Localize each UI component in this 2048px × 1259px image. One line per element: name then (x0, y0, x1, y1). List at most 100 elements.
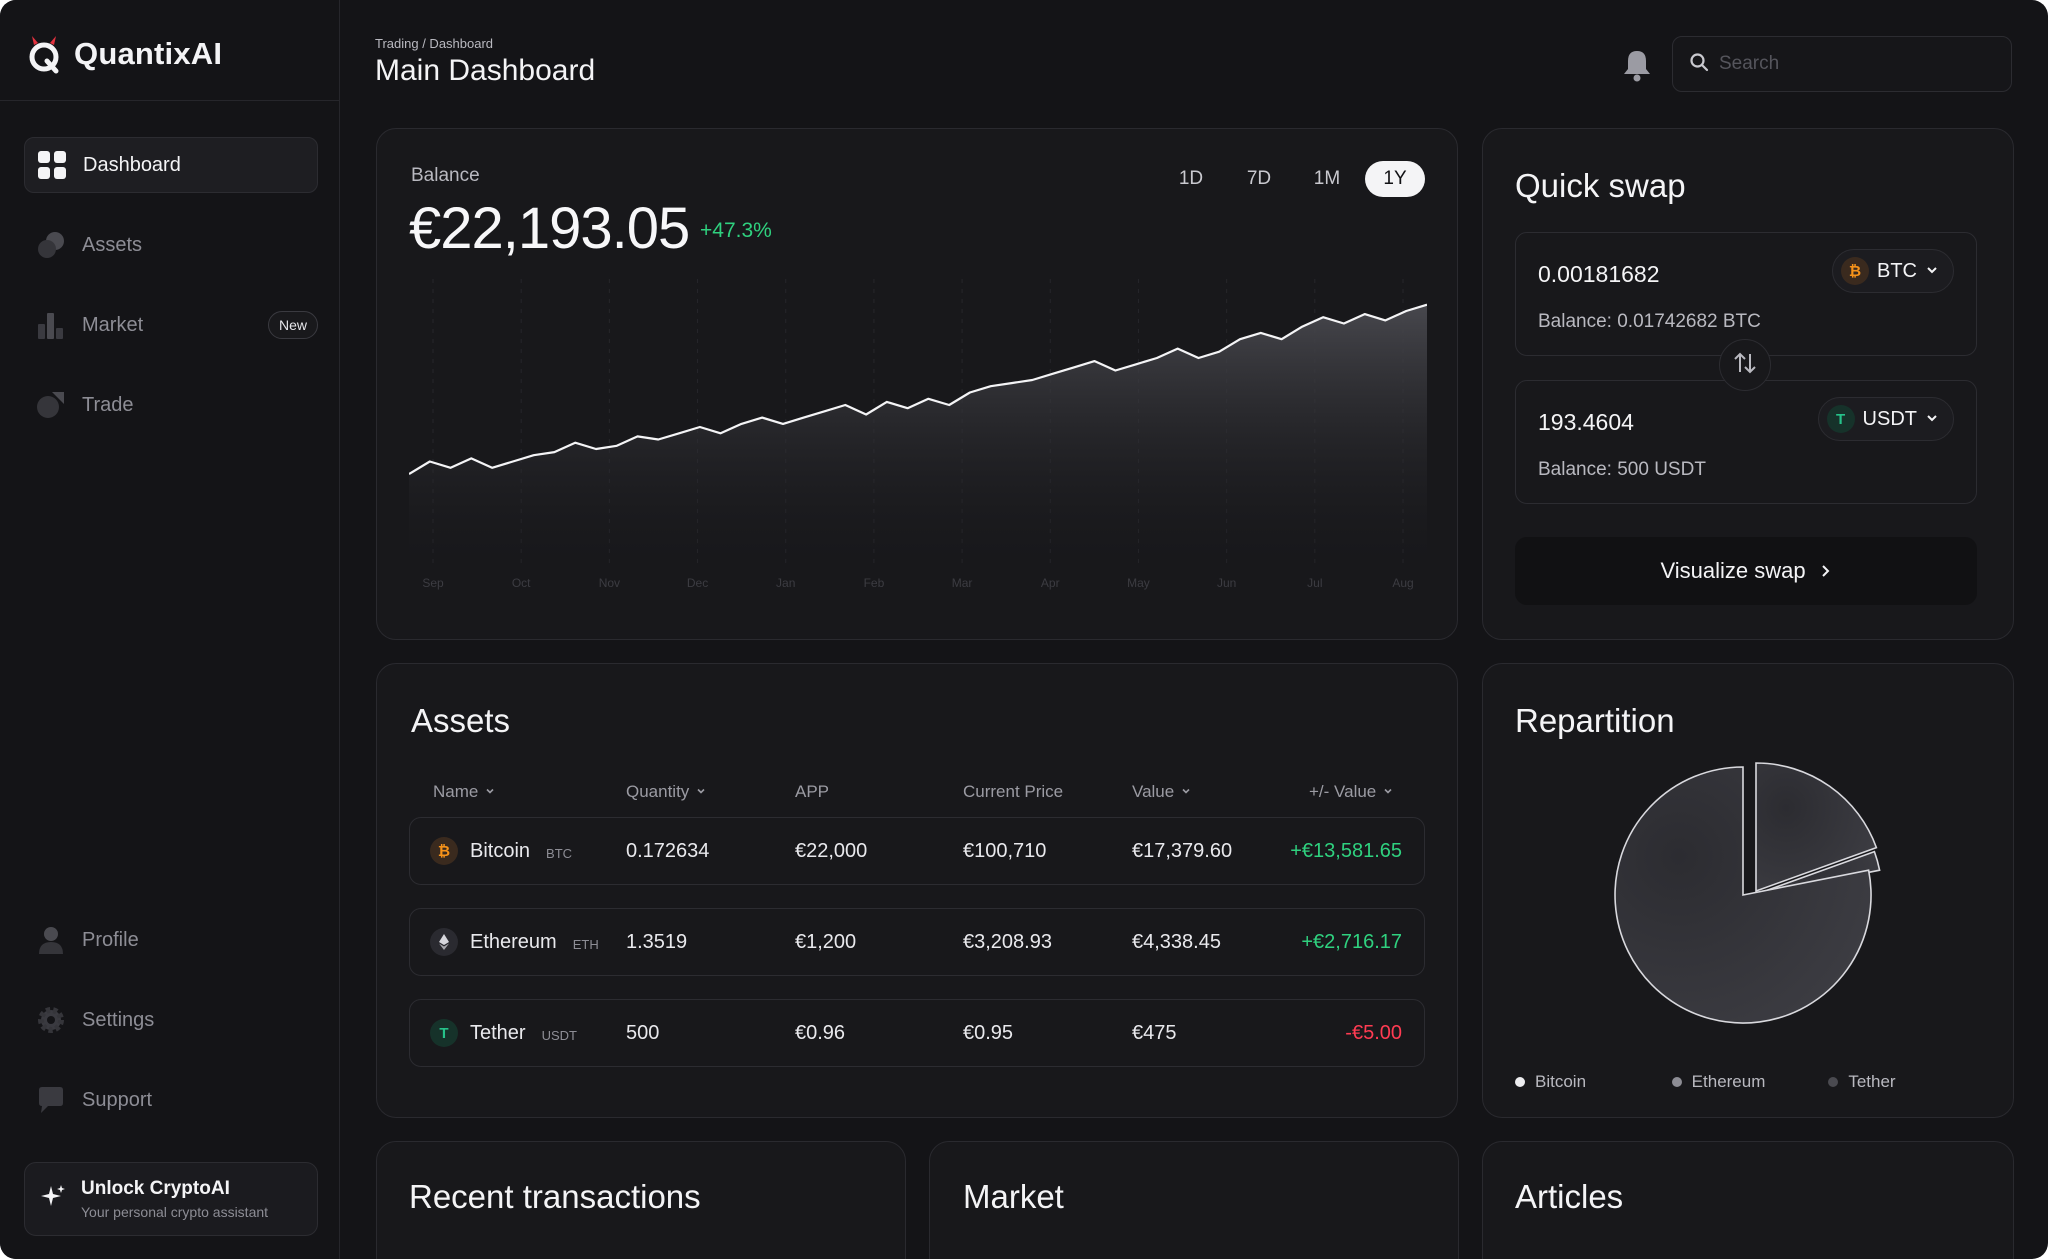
table-row[interactable]: Ethereum ETH 1.3519 €1,200 €3,208.93 €4,… (409, 908, 1425, 976)
column-header-value[interactable]: Value (1132, 782, 1192, 802)
asset-symbol: USDT (541, 1027, 577, 1043)
sidebar-item-label: Dashboard (83, 153, 181, 176)
visualize-swap-label: Visualize swap (1660, 558, 1806, 583)
asset-price: €3,208.93 (963, 930, 1052, 953)
chart-balance-line (409, 303, 1427, 475)
chevron-down-icon (695, 782, 707, 802)
brand[interactable]: QuantixAI (26, 30, 222, 78)
legend-label: Tether (1848, 1072, 1896, 1091)
recent-transactions-title: Recent transactions (409, 1178, 701, 1215)
table-row[interactable]: T Tether USDT 500 €0.96 €0.95 €475 -€5.0… (409, 999, 1425, 1067)
breadcrumb[interactable]: Trading / Dashboard (375, 36, 494, 51)
column-header-current-price: Current Price (963, 782, 1063, 802)
chart-month-label: Jul (1307, 576, 1322, 590)
repartition-card: Repartition Bitcoin Ethereum Tether (1482, 663, 2014, 1118)
quick-swap-card: Quick swap 0.00181682 Balance: 0.0174268… (1482, 128, 2014, 640)
quantix-logo-icon (26, 34, 62, 74)
chart-month-label: Nov (599, 576, 620, 590)
swap-from-amount[interactable]: 0.00181682 (1538, 261, 1660, 287)
repartition-title: Repartition (1515, 702, 1675, 739)
sidebar-item-dashboard[interactable]: Dashboard (24, 137, 318, 193)
assets-card: Assets Name Quantity APP Current Price V… (376, 663, 1458, 1118)
asset-price: €100,710 (963, 839, 1047, 862)
swap-from-balance: Balance: 0.01742682 BTC (1538, 311, 1761, 332)
pie-slice-ethereum[interactable] (1755, 762, 1878, 893)
bitcoin-icon: ₿ (1841, 257, 1869, 285)
asset-name-cell: T Tether USDT (430, 1000, 577, 1066)
sidebar-item-label: Trade (82, 393, 134, 416)
search-bar[interactable] (1672, 36, 2012, 92)
chevron-down-icon (1925, 408, 1939, 431)
sidebar-item-label: Support (82, 1088, 153, 1111)
legend-dot (1828, 1077, 1839, 1087)
sparkle-icon (39, 1183, 67, 1216)
chevron-down-icon (1925, 260, 1939, 283)
tether-icon: T (1826, 405, 1855, 433)
asset-delta: +€13,581.65 (1290, 839, 1402, 862)
bell-icon[interactable] (1622, 48, 1652, 82)
swap-to-box: 193.4604 Balance: 500 USDT T USDT (1515, 380, 1977, 504)
table-row[interactable]: ₿ Bitcoin BTC 0.172634 €22,000 €100,710 … (409, 817, 1425, 885)
trade-icon (36, 390, 66, 420)
chart-month-label: Dec (687, 576, 708, 590)
tether-icon: T (430, 1019, 458, 1047)
from-token-select[interactable]: ₿ BTC (1832, 249, 1954, 293)
sidebar-item-market[interactable]: Market New (24, 297, 318, 353)
chart-month-label: Mar (952, 576, 973, 590)
articles-title: Articles (1515, 1178, 1624, 1215)
asset-name: Tether (470, 1021, 526, 1044)
asset-value: €4,338.45 (1132, 930, 1221, 953)
asset-app: €0.96 (795, 1021, 846, 1044)
column-label: APP (795, 782, 830, 801)
column-header-delta-value[interactable]: +/- Value (1309, 782, 1394, 802)
asset-app: €1,200 (795, 930, 857, 953)
swap-to-balance: Balance: 500 USDT (1538, 459, 1706, 480)
repartition-pie-chart (1614, 762, 1881, 1024)
sidebar-item-settings[interactable]: Settings (24, 992, 318, 1048)
balance-card: Balance €22,193.05 +47.3% 1D 7D 1M 1Y Se… (376, 128, 1458, 640)
asset-name: Bitcoin (470, 839, 531, 862)
range-1m-button[interactable]: 1M (1297, 161, 1357, 197)
from-token-label: BTC (1877, 259, 1917, 282)
range-7d-button[interactable]: 7D (1229, 161, 1289, 197)
pie-slice-tether[interactable] (1753, 850, 1881, 896)
asset-delta: +€2,716.17 (1301, 930, 1402, 953)
balance-value: €22,193.05 (409, 196, 690, 261)
pie-slice-bitcoin[interactable] (1614, 766, 1872, 1024)
to-token-select[interactable]: T USDT (1817, 397, 1954, 441)
sidebar-item-label: Profile (82, 928, 139, 951)
sidebar-item-profile[interactable]: Profile (24, 912, 318, 968)
unlock-subtitle: Your personal crypto assistant (81, 1204, 269, 1220)
chart-month-label: Jun (1217, 576, 1236, 590)
asset-symbol: BTC (546, 845, 573, 861)
sidebar-item-trade[interactable]: Trade (24, 377, 318, 433)
asset-name-cell: Ethereum ETH (430, 909, 599, 975)
legend-item-ethereum: Ethereum (1671, 1072, 1829, 1092)
chart-month-label: Apr (1041, 576, 1060, 590)
asset-delta: -€5.00 (1345, 1021, 1402, 1044)
chevron-right-icon (1820, 558, 1832, 584)
column-header-app: APP (795, 782, 829, 802)
assets-icon (36, 230, 66, 260)
swap-from-box: 0.00181682 Balance: 0.01742682 BTC ₿ BTC (1515, 232, 1977, 356)
swap-to-amount[interactable]: 193.4604 (1538, 409, 1634, 435)
unlock-cryptoai-button[interactable]: Unlock CryptoAI Your personal crypto ass… (24, 1162, 318, 1236)
column-header-quantity[interactable]: Quantity (626, 782, 707, 802)
range-1y-button[interactable]: 1Y (1365, 161, 1425, 197)
sidebar-item-label: Market (82, 313, 144, 336)
page-title: Main Dashboard (375, 54, 596, 87)
column-header-name[interactable]: Name (433, 782, 496, 802)
asset-name-cell: ₿ Bitcoin BTC (430, 818, 572, 884)
sidebar-item-assets[interactable]: Assets (24, 217, 318, 273)
asset-price: €0.95 (963, 1021, 1014, 1044)
sidebar-item-label: Settings (82, 1008, 155, 1031)
visualize-swap-button[interactable]: Visualize swap (1515, 537, 1977, 605)
asset-value: €17,379.60 (1132, 839, 1233, 862)
chart-month-label: Sep (422, 576, 444, 590)
asset-value: €475 (1132, 1021, 1177, 1044)
swap-direction-button[interactable] (1719, 339, 1771, 391)
sidebar-item-support[interactable]: Support (24, 1072, 318, 1128)
range-1d-button[interactable]: 1D (1161, 161, 1221, 197)
search-input[interactable] (1719, 53, 1989, 75)
